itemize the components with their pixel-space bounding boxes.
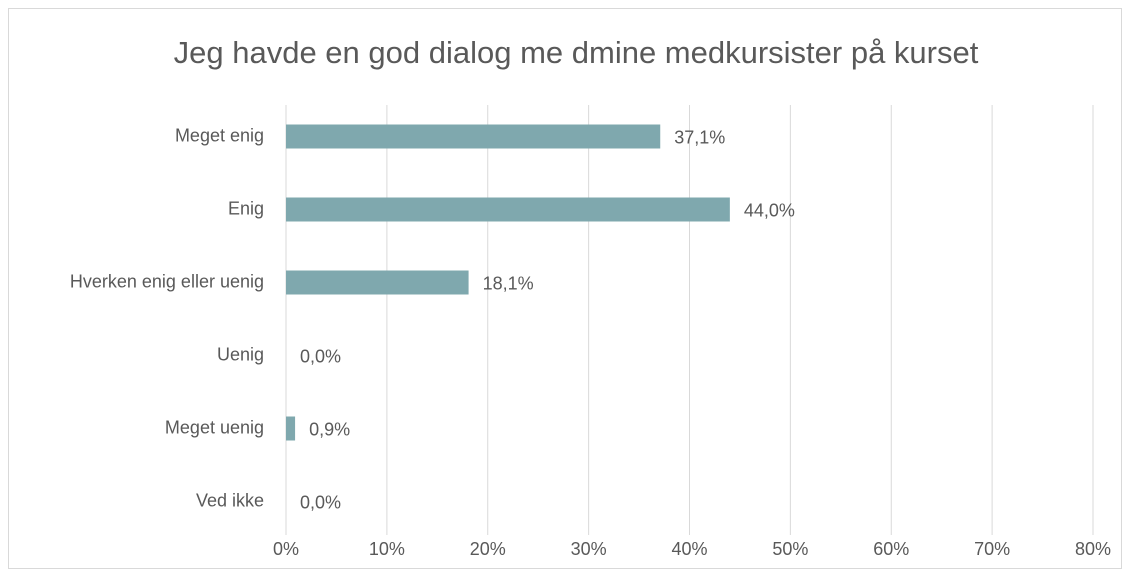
x-tick-label: 80% — [1075, 539, 1111, 559]
x-tick-label: 60% — [873, 539, 909, 559]
x-tick-label: 50% — [772, 539, 808, 559]
bar — [286, 124, 661, 149]
data-label: 37,1% — [674, 127, 725, 147]
bar — [286, 416, 296, 441]
x-tick-label: 10% — [369, 539, 405, 559]
data-label: 18,1% — [483, 273, 534, 293]
y-tick-label: Meget enig — [175, 125, 264, 145]
y-tick-label: Hverken enig eller uenig — [70, 271, 264, 291]
bar — [286, 197, 730, 222]
x-tick-label: 0% — [273, 539, 299, 559]
x-tick-label: 30% — [571, 539, 607, 559]
data-label: 0,0% — [300, 492, 341, 512]
x-tick-label: 70% — [974, 539, 1010, 559]
data-label: 0,0% — [300, 346, 341, 366]
x-tick-label: 20% — [470, 539, 506, 559]
chart-title: Jeg havde en god dialog me dmine medkurs… — [174, 35, 979, 70]
y-tick-label: Ved ikke — [196, 490, 264, 510]
chart-border — [8, 8, 1122, 569]
y-tick-label: Meget uenig — [165, 417, 264, 437]
data-label: 0,9% — [309, 419, 350, 439]
y-tick-label: Enig — [228, 198, 264, 218]
y-tick-label: Uenig — [217, 344, 264, 364]
data-label: 44,0% — [744, 200, 795, 220]
x-tick-label: 40% — [671, 539, 707, 559]
bar — [286, 270, 469, 295]
